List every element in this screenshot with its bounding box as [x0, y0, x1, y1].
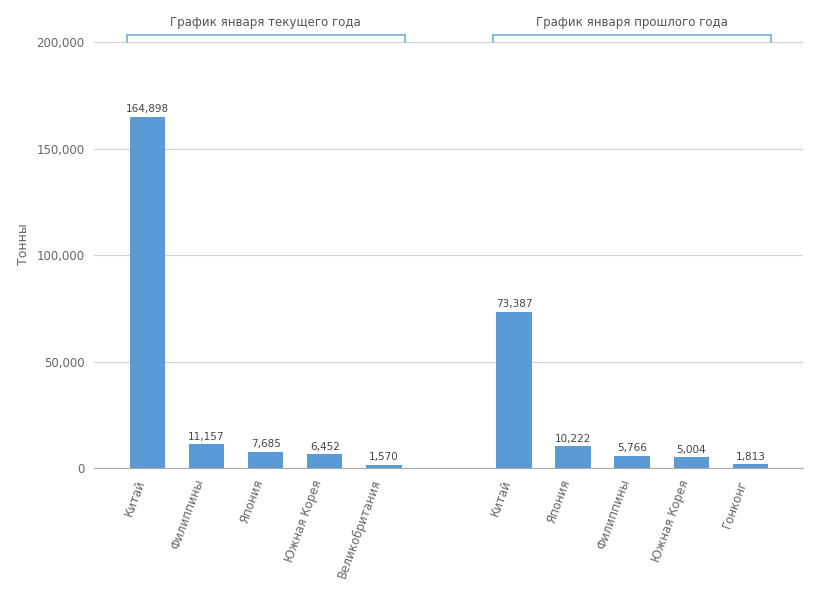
- Text: 10,222: 10,222: [554, 434, 590, 444]
- Bar: [188, 444, 224, 468]
- Text: 73,387: 73,387: [495, 299, 532, 309]
- Bar: [306, 454, 342, 468]
- Text: График января текущего года: График января текущего года: [170, 17, 360, 29]
- Bar: [129, 117, 165, 468]
- Text: 1,813: 1,813: [735, 452, 764, 461]
- Text: 7,685: 7,685: [251, 439, 280, 449]
- Bar: [365, 464, 401, 468]
- Text: 11,157: 11,157: [188, 432, 224, 442]
- Text: 5,004: 5,004: [676, 445, 705, 455]
- Bar: [732, 464, 767, 468]
- Y-axis label: Тонны: Тонны: [16, 224, 29, 265]
- Bar: [495, 312, 531, 468]
- Text: 1,570: 1,570: [369, 452, 398, 462]
- Text: 6,452: 6,452: [310, 442, 339, 452]
- Text: 5,766: 5,766: [617, 443, 646, 453]
- Text: График января прошлого года: График января прошлого года: [536, 17, 727, 29]
- Bar: [554, 447, 590, 468]
- Bar: [672, 457, 708, 468]
- Bar: [613, 456, 649, 468]
- Bar: [247, 452, 283, 468]
- Text: 164,898: 164,898: [125, 104, 169, 115]
